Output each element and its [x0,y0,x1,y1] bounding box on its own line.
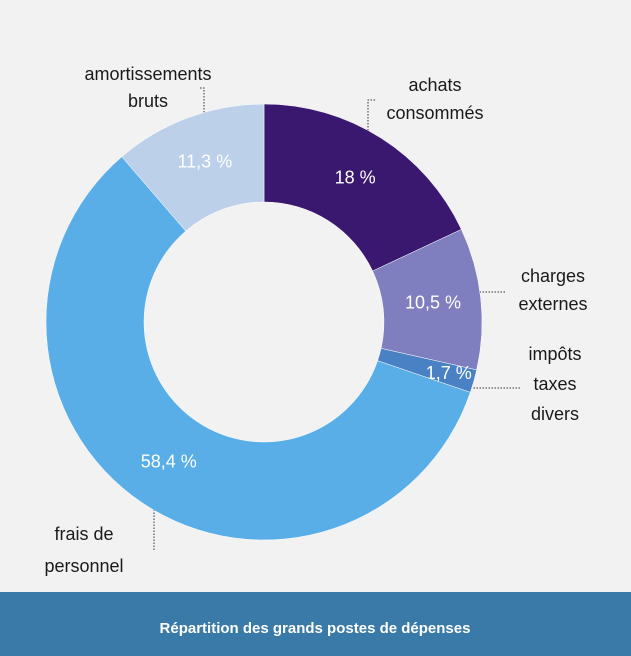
value-label: 11,3 % [178,151,233,171]
value-label: 58,4 % [141,452,197,472]
donut-slice [45,156,471,541]
value-label: 10,5 % [405,292,461,312]
value-label: 1,7 % [426,363,472,383]
leader-lines [153,87,520,550]
category-label: achats [408,75,461,95]
leader-line [367,99,375,135]
donut-slice [263,103,462,272]
category-label: externes [518,294,587,314]
category-label: taxes [533,374,576,394]
category-label: divers [531,404,579,424]
category-label: bruts [128,91,168,111]
category-label: impôts [528,344,581,364]
donut-slice [121,103,265,232]
leader-line [200,87,205,130]
category-label: amortissements [84,64,211,84]
value-label: 18 % [335,167,376,187]
category-label: personnel [44,556,123,576]
title-banner [0,592,631,656]
category-label: frais de [54,524,113,544]
chart-title: Répartition des grands postes de dépense… [160,620,471,637]
category-label: consommés [386,103,483,123]
category-label: charges [521,266,585,286]
